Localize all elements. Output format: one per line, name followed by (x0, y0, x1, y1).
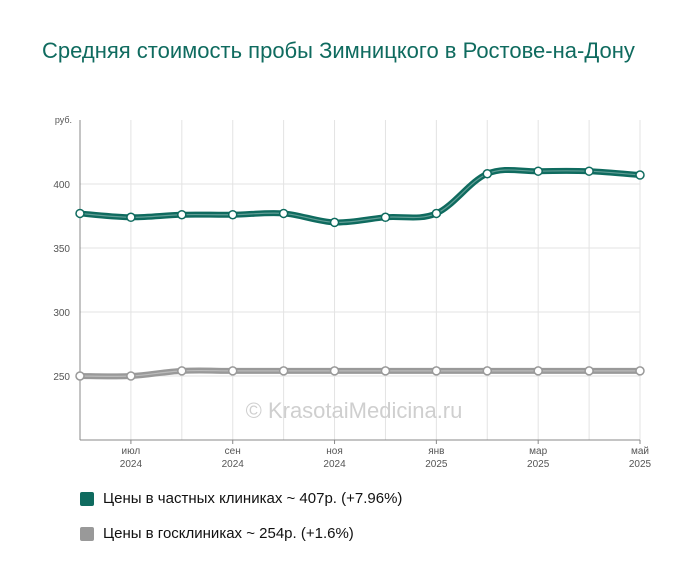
data-point (533, 366, 543, 376)
data-point (177, 366, 187, 376)
data-point (380, 212, 391, 223)
data-point (75, 371, 85, 381)
legend-swatch-private (80, 491, 94, 506)
data-point (329, 366, 340, 376)
data-point (482, 169, 493, 179)
y-tick-label: 350 (53, 244, 70, 255)
data-point (431, 208, 442, 219)
series-line-0 (77, 166, 643, 226)
legend-item-private[interactable]: Цены в частных клиниках ~ 407р. (+7.96%) (80, 490, 402, 507)
data-point (278, 366, 289, 376)
x-tick-month: сен (225, 446, 241, 457)
x-tick-year: 2025 (629, 459, 652, 470)
chart-title: Средняя стоимость пробы Зимницкого в Рос… (42, 38, 635, 63)
data-point (584, 166, 594, 176)
data-point (329, 217, 340, 228)
data-point (635, 366, 645, 376)
legend-label-public: Цены в госклиниках ~ 254р. (+1.6%) (103, 525, 354, 542)
y-unit-label: руб. (55, 115, 72, 125)
x-tick-year: 2025 (425, 459, 448, 470)
data-point (635, 170, 645, 180)
x-tick-year: 2024 (222, 459, 245, 470)
y-tick-label: 250 (53, 372, 70, 383)
data-point (227, 209, 238, 220)
data-point (177, 209, 187, 220)
x-tick-month: июл (122, 446, 141, 457)
watermark: © KrasotaiMedicina.ru (246, 398, 463, 423)
data-point (75, 208, 85, 219)
y-tick-label: 300 (53, 308, 70, 319)
data-point (431, 366, 442, 376)
x-tick-month: ноя (326, 446, 343, 457)
x-tick-year: 2024 (120, 459, 143, 470)
data-point (126, 212, 136, 223)
data-point (380, 366, 391, 376)
x-tick-month: янв (428, 446, 444, 457)
y-tick-label: 400 (53, 180, 70, 191)
legend-item-public[interactable]: Цены в госклиниках ~ 254р. (+1.6%) (80, 525, 354, 542)
legend-label-private: Цены в частных клиниках ~ 407р. (+7.96%) (103, 490, 403, 507)
x-tick-year: 2024 (323, 459, 346, 470)
x-tick-month: май (631, 446, 649, 457)
x-tick-month: мар (529, 446, 547, 457)
legend-swatch-public (80, 526, 94, 541)
data-point (278, 208, 289, 219)
data-point (482, 366, 493, 376)
x-tick-year: 2025 (527, 459, 550, 470)
data-point (584, 366, 594, 376)
data-point (533, 166, 543, 176)
data-point (227, 366, 238, 376)
data-point (126, 371, 136, 381)
